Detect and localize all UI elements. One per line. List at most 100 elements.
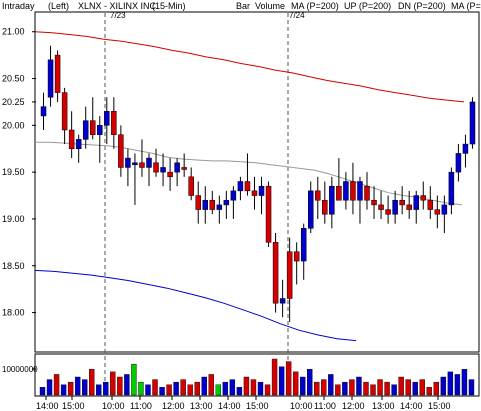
price-pane [34,11,480,353]
candle-body [364,185,370,201]
symbol-label: XLNX - XILINX INC [78,1,157,11]
ma-legend: MA (P=200) [291,1,339,11]
time-tick-label: 12:00 [342,401,365,411]
volume-bar [412,381,418,396]
candle-body [97,125,103,135]
volume-bar [468,379,475,396]
candle-body [350,181,356,201]
volume-bar [447,371,454,396]
candle-body [230,190,237,201]
style-label: Bar [236,1,250,11]
volume-bar [103,381,109,396]
volume-bar [335,384,341,396]
volume-bar [173,381,179,396]
candle-body [392,199,398,215]
candle-body [427,199,434,210]
time-axis: 14:00 15:00 10:00 11:00 12:00 13:00 14:00 15:00… [36,396,451,411]
volume-bar [314,381,320,396]
candle-body [216,204,223,210]
volume-pane [34,353,480,397]
volume-bar [398,376,404,396]
candle-body [146,157,152,168]
volume-bar [208,374,214,396]
volume-bar [131,363,137,396]
volume-bar [152,379,158,396]
volume-bar [278,366,285,396]
candle-body [406,204,412,210]
time-tick-label: 10:00 [290,401,313,411]
time-tick-label: 13:00 [190,401,213,411]
volume-bar [89,369,95,396]
volume-bar [222,381,229,396]
volume-bar [187,384,193,396]
ma-middle-line [35,141,463,206]
volume-bar [159,387,165,396]
time-tick-label: 10:00 [102,401,125,411]
candle-body [167,171,173,178]
price-tick-label: 19.00 [2,214,25,224]
day-separators [104,13,289,396]
volume-bar [328,374,334,396]
candle-body [315,190,321,201]
candle-body [153,162,159,173]
candle-body [132,162,138,166]
candle-body [244,181,251,192]
volume-bars [32,358,475,396]
candle-body [251,190,258,196]
candle-body [125,157,131,168]
time-tick-label: 13:00 [372,401,395,411]
candle-body [54,54,61,93]
volume-bar [81,379,88,396]
volume-bar [145,384,151,396]
volume-bar [454,374,461,396]
price-tick-label: 18.50 [2,261,25,271]
interval-label: (15-Min) [152,1,186,11]
candle-body [61,92,68,131]
candle-body [329,185,335,215]
volume-axis-label: 10000000 [2,365,38,374]
volume-bar [264,384,271,396]
volume-bar [96,384,102,396]
ma-upper-line [34,31,465,103]
volume-bar [215,384,222,396]
volume-bar [426,387,432,396]
candles [40,45,476,322]
volume-bar [391,384,397,396]
candle-body [258,185,265,196]
time-tick-label: 14:00 [400,401,423,411]
candle-body [181,167,187,170]
price-tick-label: 18.00 [2,308,25,318]
candle-body [434,209,441,215]
candle-body [272,242,279,304]
candle-body [322,199,328,215]
candle-body [293,251,300,262]
volume-bar [201,376,207,396]
candle-body [336,185,342,201]
volume-bar [67,381,74,396]
volume-bar [74,376,81,396]
candle-body [118,134,124,168]
candle-body [448,171,455,206]
candle-body [371,199,377,206]
candle-body [455,153,462,173]
dn-legend: DN (P=200) [398,1,446,11]
time-tick-label: 15:00 [62,401,85,411]
volume-bar [370,384,376,396]
price-tick-label: 20.00 [2,120,25,130]
volume-bar [405,379,411,396]
candle-body [441,204,448,215]
volume-bar [363,381,369,396]
candle-body [174,162,180,173]
time-tick-label: 11:00 [314,401,336,411]
volume-bar [39,387,46,396]
price-tick-label: 21.00 [2,27,25,37]
ma2-legend: MA (P= [451,1,481,11]
volume-bar [243,376,250,396]
volume-bar [307,369,313,396]
volume-bar [321,379,327,396]
candle-body [68,129,75,149]
candle-body [223,199,230,206]
candle-body [40,106,47,117]
volume-bar [299,376,306,396]
volume-bar [433,381,440,396]
